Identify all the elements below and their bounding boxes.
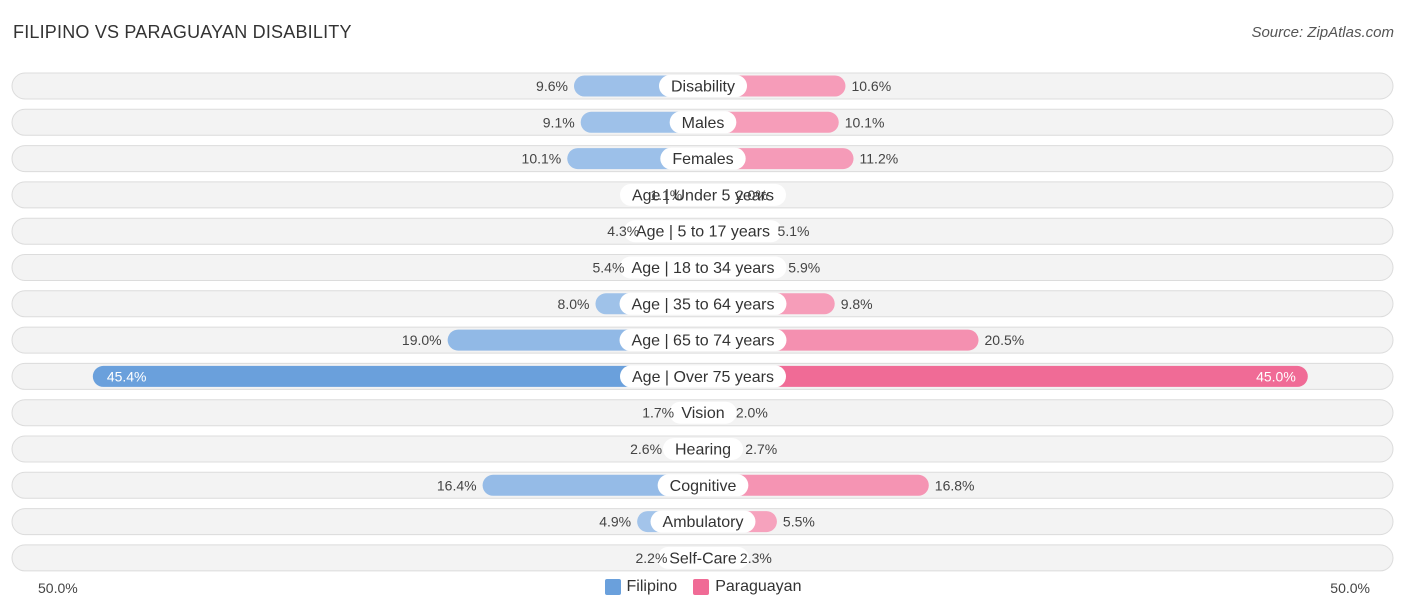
value-label-filipino-vision: 1.7% [642, 405, 674, 421]
value-label-paraguayan-age-65-to-74-years: 20.5% [985, 332, 1025, 348]
category-label-hearing: Hearing [675, 442, 731, 459]
category-pill [657, 546, 749, 569]
value-label-filipino-self-care: 2.2% [636, 550, 668, 566]
category-label-ambulatory: Ambulatory [663, 514, 744, 531]
category-label-males: Males [682, 115, 725, 132]
category-pill [662, 438, 744, 460]
value-label-filipino-ambulatory: 4.9% [599, 514, 631, 530]
category-label-self-care: Self-Care [669, 550, 737, 567]
row-vision: Vision 1.7% 2.0% [11, 399, 1394, 427]
value-label-paraguayan-age-5-to-17-years: 5.1% [778, 223, 810, 239]
legend-item-paraguayan: Paraguayan [693, 578, 801, 596]
value-label-filipino-age-65-to-74-years: 19.0% [402, 332, 442, 348]
bar-paraguayan-cognitive [703, 474, 929, 496]
category-pill [669, 111, 737, 134]
category-label-age-65-to-74-years: Age | 65 to 74 years [632, 333, 775, 350]
value-label-filipino-females: 10.1% [522, 151, 562, 167]
value-label-paraguayan-cognitive: 16.8% [935, 477, 975, 493]
row-age-over-75-years: Age | Over 75 years 45.4% 45.0% [11, 362, 1394, 390]
value-label-paraguayan-hearing: 2.7% [745, 441, 777, 457]
row-age-18-to-34-years: Age | 18 to 34 years 5.4% 5.9% [11, 254, 1394, 281]
value-label-filipino-males: 9.1% [543, 114, 575, 130]
legend-label-filipino: Filipino [626, 578, 678, 595]
category-label-vision: Vision [681, 405, 724, 422]
row-age-35-to-64-years: Age | 35 to 64 years 8.0% 9.8% [11, 290, 1394, 318]
value-label-filipino-age-over-75-years: 45.4% [107, 368, 147, 384]
value-label-paraguayan-age-18-to-34-years: 5.9% [788, 260, 820, 276]
value-label-paraguayan-self-care: 2.3% [740, 550, 772, 566]
legend-swatch-filipino [604, 579, 621, 595]
value-label-paraguayan-ambulatory: 5.5% [783, 514, 815, 530]
row-age-65-to-74-years: Age | 65 to 74 years 19.0% 20.5% [11, 326, 1394, 354]
category-pill [660, 147, 746, 170]
value-label-paraguayan-age-35-to-64-years: 9.8% [841, 296, 873, 312]
category-pill [657, 474, 749, 497]
category-label-females: Females [672, 151, 733, 168]
value-label-filipino-disability: 9.6% [536, 78, 568, 94]
legend-item-filipino: Filipino [604, 578, 678, 596]
category-pill [623, 220, 783, 243]
category-pill [619, 292, 787, 315]
category-label-age-5-to-17-years: Age | 5 to 17 years [636, 224, 770, 241]
axis-right-label: 50.0% [1330, 580, 1370, 596]
value-label-filipino-cognitive: 16.4% [437, 477, 477, 493]
value-label-filipino-age-5-to-17-years: 4.3% [607, 223, 639, 239]
value-label-paraguayan-age-over-75-years: 45.0% [1256, 368, 1296, 384]
category-label-age-under-5-years: Age | Under 5 years [632, 187, 774, 204]
value-label-filipino-age-35-to-64-years: 8.0% [558, 296, 590, 312]
legend-label-paraguayan: Paraguayan [715, 578, 802, 595]
bar-paraguayan-males [703, 111, 839, 133]
row-males: Males 9.1% 10.1% [11, 108, 1394, 136]
value-label-paraguayan-vision: 2.0% [736, 405, 768, 421]
category-pill [650, 510, 756, 533]
category-pill [619, 256, 787, 279]
source-label: Source: ZipAtlas.com [1251, 24, 1394, 41]
row-disability: Disability 9.6% 10.6% [11, 72, 1394, 100]
category-label-age-18-to-34-years: Age | 18 to 34 years [632, 260, 775, 277]
row-females: Females 10.1% 11.2% [11, 145, 1394, 173]
category-pill [669, 401, 737, 424]
value-label-filipino-age-18-to-34-years: 5.4% [593, 260, 625, 276]
category-label-cognitive: Cognitive [670, 478, 737, 495]
row-cognitive: Cognitive 16.4% 16.8% [11, 471, 1394, 499]
row-ambulatory: Ambulatory 4.9% 5.5% [11, 508, 1394, 536]
category-label-age-35-to-64-years: Age | 35 to 64 years [632, 296, 775, 313]
value-label-paraguayan-age-under-5-years: 2.0% [736, 187, 768, 203]
bar-filipino-age-over-75-years [92, 365, 704, 387]
value-label-paraguayan-males: 10.1% [845, 114, 885, 130]
category-pill [619, 183, 787, 206]
value-label-paraguayan-females: 11.2% [860, 151, 899, 167]
axis-left-label: 50.0% [38, 580, 78, 596]
row-hearing: Hearing 2.6% 2.7% [11, 435, 1394, 463]
bar-paraguayan-age-over-75-years [703, 365, 1308, 387]
bar-filipino-cognitive [482, 474, 703, 496]
value-label-paraguayan-disability: 10.6% [851, 78, 891, 94]
legend: Filipino Paraguayan [0, 578, 1406, 596]
legend-swatch-paraguayan [693, 579, 710, 595]
value-label-filipino-age-under-5-years: 1.1% [650, 187, 682, 203]
category-label-age-over-75-years: Age | Over 75 years [632, 369, 774, 386]
category-pill [658, 75, 748, 97]
chart-title: FILIPINO VS PARAGUAYAN DISABILITY [13, 22, 352, 42]
category-pill [619, 329, 787, 352]
category-pill [620, 365, 786, 388]
category-label-disability: Disability [671, 79, 735, 96]
value-label-filipino-hearing: 2.6% [630, 441, 662, 457]
